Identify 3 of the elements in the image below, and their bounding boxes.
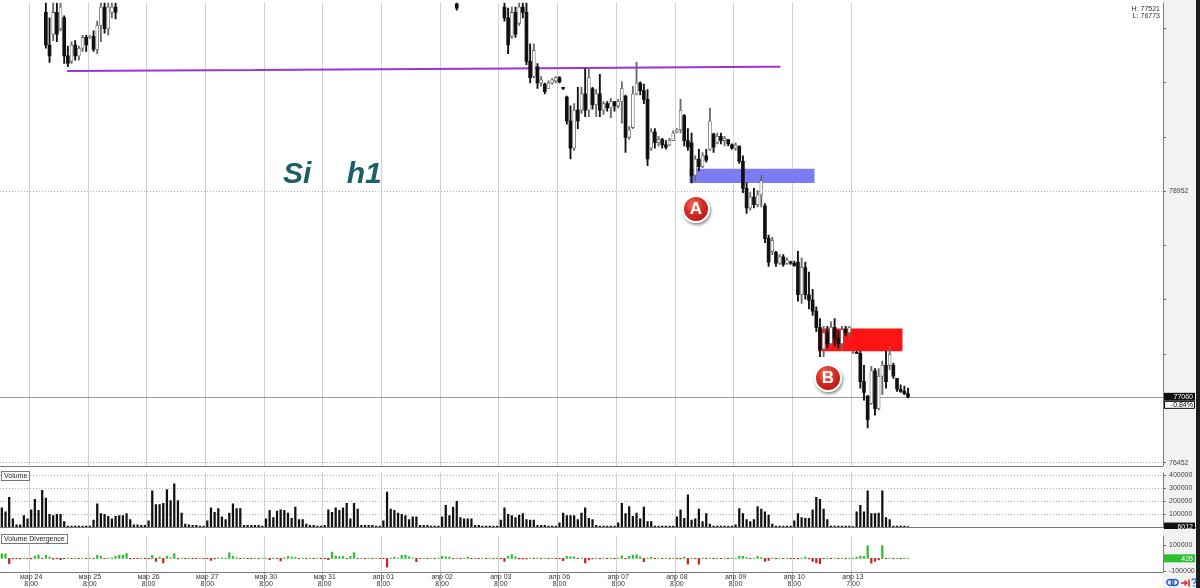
- round-badge: A: [682, 195, 710, 223]
- text: Si h1: [283, 156, 382, 190]
- round-badge: B: [814, 364, 842, 392]
